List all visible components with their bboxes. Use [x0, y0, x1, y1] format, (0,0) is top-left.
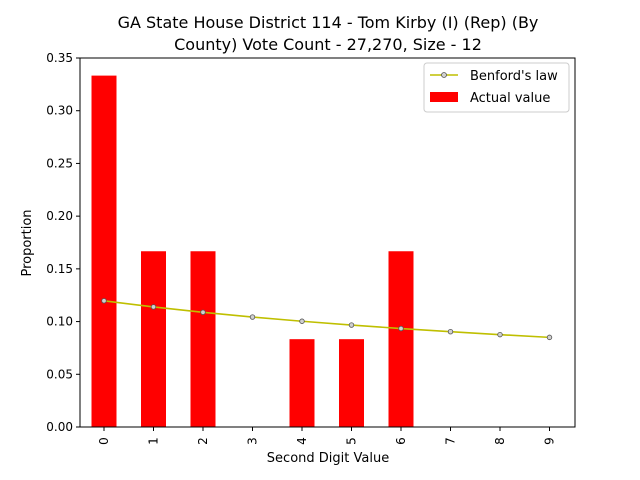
bar-digit-6	[388, 251, 414, 427]
legend-actual-label: Actual value	[470, 91, 550, 106]
legend: Benford's law Actual value	[423, 62, 570, 113]
chart-title-line-1: GA State House District 114 - Tom Kirby …	[118, 13, 539, 32]
benford-point-6	[398, 325, 404, 332]
x-axis-label: Second Digit Value	[267, 451, 389, 466]
legend-actual-swatch	[430, 92, 458, 102]
benford-point-2	[200, 309, 206, 315]
plot-area: 0.00 0.05 0.10 0.15 0.20 0.25 0.30 0.35 0 1 2 3 4 5 6 7…	[46, 51, 576, 445]
legend-benford-label: Benford's law	[470, 69, 558, 84]
bar-digit-5	[339, 339, 364, 427]
benford-point-0	[101, 298, 107, 304]
legend-benford-marker	[441, 72, 447, 78]
benford-point-3	[249, 314, 256, 320]
y-axis-label: Proportion	[20, 209, 35, 276]
x-tick-label-5: 5	[345, 437, 359, 445]
chart-title-line-2: County) Vote Count - 27,270, Size - 12	[174, 35, 482, 54]
bar-digit-4	[289, 339, 315, 427]
x-tick-label-2: 2	[196, 437, 210, 445]
bar-digit-1	[141, 251, 166, 427]
y-tick-label-0.35: 0.35	[46, 51, 73, 65]
y-tick-label-0.00: 0.00	[46, 420, 73, 434]
benford-line	[103, 300, 550, 339]
x-tick-label-8: 8	[493, 437, 507, 445]
bar-digit-0	[91, 75, 117, 428]
benford-point-5	[348, 322, 355, 328]
benford-point-9	[546, 334, 553, 341]
x-tick-label-9: 9	[543, 437, 557, 445]
y-tick-label-0.10: 0.10	[46, 315, 73, 329]
y-tick-label-0.20: 0.20	[46, 209, 73, 223]
legend-box	[423, 62, 570, 113]
bar-digit-2	[190, 251, 216, 427]
x-tick-label-7: 7	[444, 437, 458, 445]
x-tick-label-3: 3	[246, 437, 260, 445]
y-tick-label-0.05: 0.05	[46, 367, 73, 381]
x-tick-label-6: 6	[394, 437, 408, 445]
y-tick-label-0.30: 0.30	[46, 104, 73, 118]
axes-frame	[79, 57, 576, 428]
benford-point-1	[150, 304, 157, 310]
y-tick-label-0.15: 0.15	[46, 262, 73, 276]
x-tick-label-4: 4	[295, 437, 309, 445]
x-tick-label-1: 1	[147, 437, 161, 445]
benford-point-4	[299, 318, 305, 324]
y-tick-label-0.25: 0.25	[46, 156, 73, 170]
x-tick-label-0: 0	[97, 437, 111, 445]
benford-point-7	[447, 328, 454, 335]
benford-point-8	[497, 331, 503, 338]
